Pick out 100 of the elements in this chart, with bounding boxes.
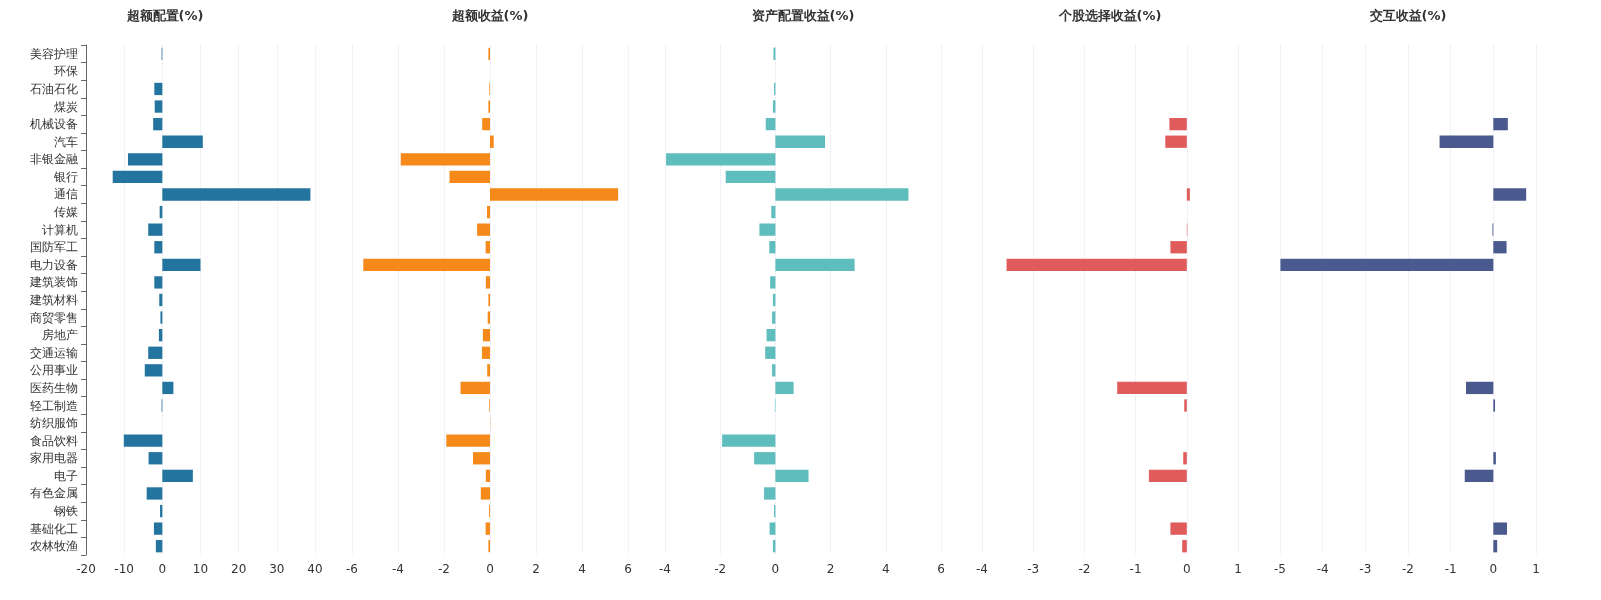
x-tick-label: 2 [826,562,835,576]
x-tick-label: -2 [438,562,450,576]
bar [154,100,163,113]
x-tick-label: -4 [659,562,671,576]
bar [765,117,776,131]
chart-title: 个股选择收益(%) [1057,8,1162,23]
y-tick-label: 传媒 [54,205,78,220]
y-tick-label: 房地产 [42,328,78,343]
bar [481,346,490,359]
bar [477,223,490,236]
x-tick-label: -1 [1129,562,1142,576]
y-tick-label: 国防军工 [30,240,78,255]
bar [154,276,163,289]
bar [769,241,776,254]
y-tick-label: 食品饮料 [30,433,78,448]
bar [159,293,163,307]
x-tick-label: 0 [1182,562,1191,576]
bar [153,522,163,535]
bar [1439,135,1494,148]
bar [155,540,163,553]
bar [775,258,855,271]
bar [771,205,776,219]
y-tick-label: 商贸零售 [30,310,78,325]
bar [1493,452,1496,465]
y-tick-label: 轻工制造 [30,398,78,413]
y-tick-label: 通信 [54,187,78,202]
y-tick-label: 交通运输 [30,345,78,360]
bar [765,346,776,359]
bar [759,223,776,236]
bar [154,241,163,254]
y-tick-label: 纺织服饰 [30,416,78,431]
y-tick-label: 有色金属 [30,486,78,501]
bar [162,135,203,148]
bar [162,469,193,483]
bar [754,452,776,465]
y-tick-label: 计算机 [42,222,78,237]
x-tick-label: -3 [1027,562,1040,576]
x-tick-label: -6 [346,562,358,576]
bar [769,522,776,535]
chart-title: 超额配置(%) [125,8,204,23]
bar [1493,117,1508,131]
bar [162,381,174,395]
bar [472,452,490,465]
bar [446,434,490,447]
x-tick-label: 1 [1532,562,1540,576]
chart-title: 交互收益(%) [1368,8,1447,23]
bar [1280,258,1494,271]
y-tick-label: 医药生物 [30,380,78,395]
bar [144,364,163,377]
y-tick-label: 煤炭 [54,99,78,114]
y-tick-label: 石油石化 [30,81,78,96]
y-tick-label: 银行 [53,169,78,184]
y-tick-label: 家用电器 [30,451,78,466]
y-tick-label: 农林牧渔 [30,539,78,554]
x-tick-label: 4 [578,562,586,576]
x-tick-label: -4 [976,562,988,576]
y-tick-label: 建筑装饰 [29,275,78,290]
bar [1493,241,1507,254]
bar [487,205,490,219]
x-tick-label: 30 [269,562,285,576]
bar [127,153,163,166]
bar [148,452,163,465]
bar [485,469,490,483]
y-tick-label: 基础化工 [30,521,78,536]
chart-title: 超额收益(%) [450,8,529,23]
x-tick-label: -4 [392,562,404,576]
bar [1466,381,1494,395]
bar [460,381,490,395]
bar [485,276,490,289]
bar [487,311,490,324]
x-tick-label: -2 [1078,562,1091,576]
bar [490,135,494,148]
x-tick-label: 20 [231,562,247,576]
bar [772,364,776,377]
bar [770,276,776,289]
bar [772,311,776,324]
bar [112,170,163,184]
bar [162,188,311,201]
x-tick-label: -20 [76,562,96,576]
x-tick-label: -2 [714,562,727,576]
chart-title: 资产配置收益(%) [751,8,855,23]
bar [775,381,794,395]
bar [153,117,163,131]
bar [1493,522,1507,535]
x-tick-label: -2 [1402,562,1414,576]
bar [775,469,809,483]
bar [154,82,163,96]
x-tick-label: 6 [624,562,632,576]
y-tick-label: 电力设备 [30,257,78,272]
y-tick-label: 建筑材料 [29,293,78,307]
y-tick-label: 电子 [54,468,78,483]
bar [764,487,776,500]
x-tick-label: 2 [532,562,540,576]
bar [485,522,490,535]
bar [400,153,490,166]
y-tick-label: 公用事业 [30,363,78,378]
x-tick-label: 0 [158,562,167,576]
x-tick-label: -3 [1359,562,1372,576]
bar [162,258,201,271]
bar [725,170,776,184]
